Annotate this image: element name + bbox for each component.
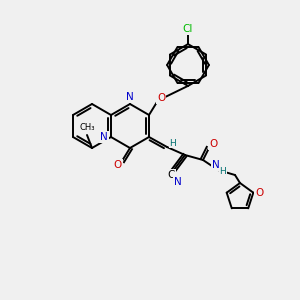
Text: C: C bbox=[167, 170, 175, 180]
Text: Cl: Cl bbox=[183, 24, 193, 34]
Text: N: N bbox=[212, 160, 220, 170]
Text: N: N bbox=[174, 177, 182, 187]
Text: O: O bbox=[255, 188, 263, 198]
Text: O: O bbox=[157, 93, 165, 103]
Text: N: N bbox=[100, 132, 108, 142]
Text: O: O bbox=[209, 139, 217, 149]
Text: O: O bbox=[114, 160, 122, 170]
Text: H: H bbox=[169, 139, 176, 148]
Text: H: H bbox=[220, 167, 226, 176]
Text: N: N bbox=[126, 92, 134, 102]
Text: CH₃: CH₃ bbox=[79, 124, 95, 133]
